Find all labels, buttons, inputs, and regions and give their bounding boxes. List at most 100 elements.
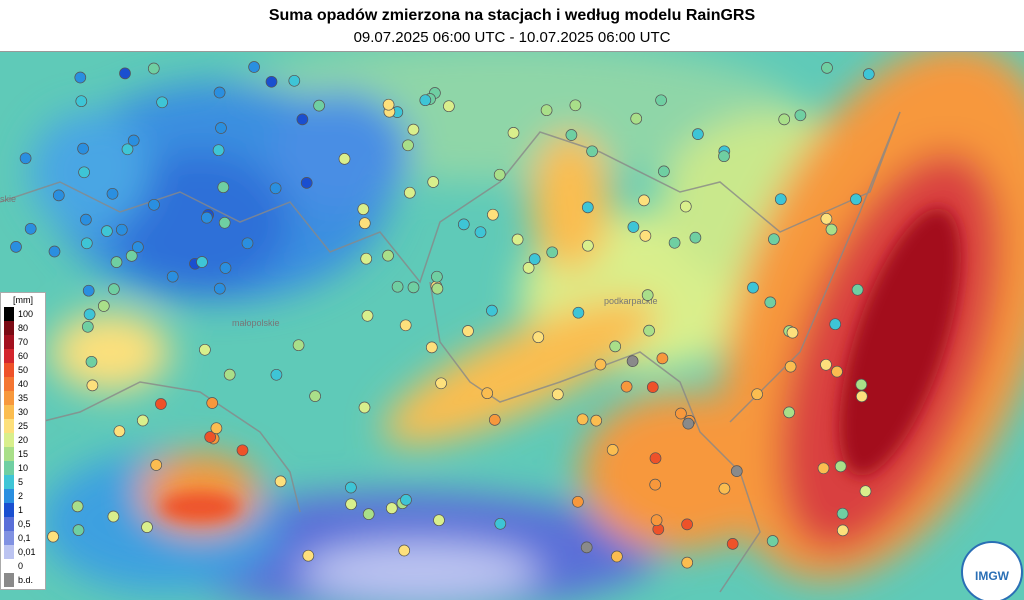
station: [248, 61, 260, 73]
legend-item: 5: [1, 475, 45, 489]
station: [48, 245, 61, 258]
station: [82, 284, 95, 297]
station: [74, 71, 87, 84]
station: [292, 339, 305, 352]
station: [834, 460, 847, 473]
legend-item: 60: [1, 349, 45, 363]
legend-swatch: [4, 517, 14, 531]
station: [156, 96, 168, 109]
station: [586, 145, 598, 158]
legend-item: 40: [1, 377, 45, 391]
legend-label: 70: [18, 337, 29, 347]
legend-item: 0: [1, 559, 45, 573]
station: [166, 270, 179, 283]
legend-label: 100: [18, 309, 34, 319]
station: [141, 521, 153, 533]
legend-swatch: [4, 447, 14, 461]
legend-swatch: [4, 573, 14, 587]
region-label: małopolskie: [232, 318, 280, 328]
station: [794, 109, 807, 122]
legend-swatch: [4, 391, 14, 405]
station: [855, 390, 868, 403]
station: [457, 218, 470, 231]
title: Suma opadów zmierzona na stacjach i wedł…: [268, 7, 756, 24]
station: [747, 281, 759, 294]
station: [682, 417, 695, 430]
legend-swatch: [4, 349, 14, 363]
station: [689, 231, 702, 244]
station: [288, 74, 301, 87]
station: [825, 223, 838, 236]
station: [108, 283, 120, 295]
region-label: skie: [0, 194, 16, 204]
station: [681, 518, 693, 531]
legend-item: 35: [1, 391, 45, 405]
legend-swatch: [4, 335, 14, 349]
station: [675, 407, 687, 420]
station: [127, 134, 140, 147]
station: [398, 544, 411, 557]
legend-item: 15: [1, 447, 45, 461]
station: [646, 381, 659, 393]
station: [481, 387, 494, 400]
station: [399, 319, 412, 332]
station: [86, 379, 99, 392]
station: [649, 478, 662, 491]
station: [24, 222, 37, 235]
station: [10, 241, 22, 253]
legend-swatch: [4, 461, 14, 475]
station: [213, 86, 226, 99]
station: [148, 198, 160, 211]
station: [820, 212, 833, 225]
station: [302, 549, 315, 562]
station: [718, 150, 730, 163]
station: [217, 181, 230, 194]
station: [52, 189, 65, 202]
station: [692, 128, 704, 140]
station: [382, 249, 394, 262]
station: [511, 233, 524, 246]
station: [817, 462, 830, 475]
station: [649, 452, 662, 465]
station: [862, 68, 875, 80]
legend-label: 35: [18, 393, 29, 403]
legend-label: 2: [18, 491, 24, 501]
station: [764, 296, 777, 309]
station: [551, 388, 564, 401]
legend-swatch: [4, 489, 14, 503]
station: [219, 262, 232, 274]
station: [581, 201, 594, 214]
station: [443, 100, 455, 113]
station: [582, 239, 594, 252]
station: [361, 309, 374, 322]
station: [213, 282, 226, 295]
legend-label: 0,01: [18, 547, 36, 557]
station: [565, 129, 578, 141]
station: [300, 177, 313, 189]
legend-label: 10: [18, 463, 29, 473]
station: [487, 208, 499, 221]
station: [606, 444, 619, 456]
station: [362, 508, 375, 520]
logo: [961, 541, 1023, 600]
station: [106, 187, 119, 200]
station: [402, 139, 414, 152]
station: [97, 300, 110, 312]
station: [462, 325, 474, 337]
station: [71, 500, 84, 513]
station: [345, 481, 357, 494]
station: [630, 112, 643, 125]
station: [360, 252, 373, 265]
station: [590, 414, 603, 427]
legend-swatch: [4, 545, 14, 559]
legend-label: 30: [18, 407, 29, 417]
legend-item: 50: [1, 363, 45, 377]
station: [576, 413, 589, 426]
station: [265, 75, 278, 88]
station: [486, 304, 498, 317]
station: [78, 166, 90, 179]
station: [218, 216, 231, 229]
legend-label: 50: [18, 365, 29, 375]
station: [269, 182, 282, 195]
